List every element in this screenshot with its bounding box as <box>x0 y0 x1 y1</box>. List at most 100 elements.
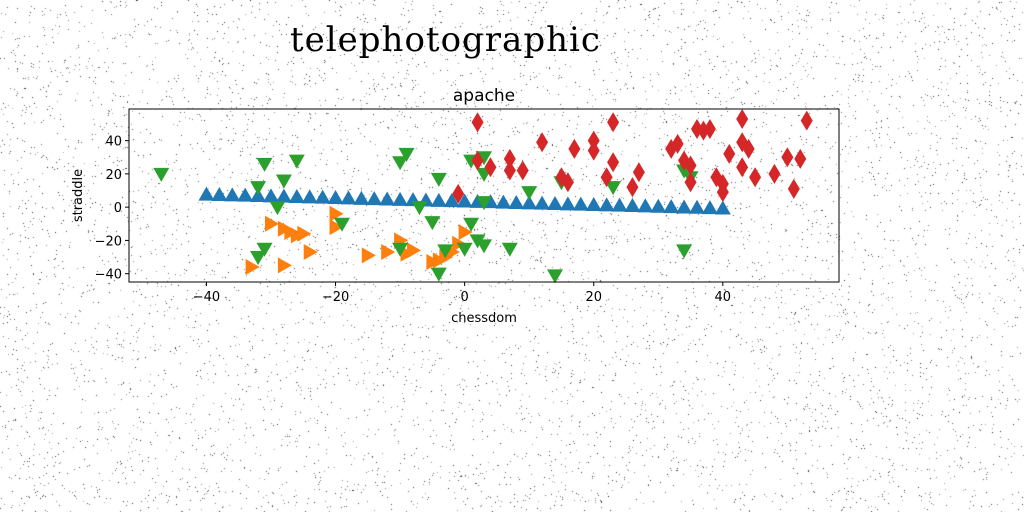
data-point <box>484 157 497 178</box>
chart-title: apache <box>453 86 515 106</box>
data-point <box>256 242 273 257</box>
data-point <box>521 186 538 201</box>
data-point <box>632 162 645 183</box>
data-point <box>275 174 292 189</box>
data-point <box>353 190 370 205</box>
data-point <box>587 130 600 151</box>
data-point <box>327 189 344 204</box>
data-point <box>471 112 484 133</box>
data-point <box>430 267 447 282</box>
data-point <box>794 148 807 169</box>
data-point <box>508 194 525 209</box>
data-point <box>398 147 415 162</box>
data-point <box>463 217 480 232</box>
data-point <box>250 181 267 196</box>
y-axis-ticks: −40 −20 0 20 40 <box>95 135 129 283</box>
x-tick-label: 0 <box>460 290 468 305</box>
data-point <box>626 177 639 198</box>
data-point <box>736 108 749 129</box>
data-point <box>392 242 409 257</box>
data-point <box>561 172 574 193</box>
data-point <box>611 197 628 212</box>
x-tick-label: −20 <box>322 290 349 305</box>
x-tick-label: −40 <box>193 290 220 305</box>
data-point <box>650 198 667 213</box>
data-point <box>432 252 447 269</box>
data-point <box>381 244 396 261</box>
data-point <box>250 251 267 266</box>
data-point <box>671 133 684 154</box>
data-point <box>736 157 749 178</box>
data-point <box>607 112 620 133</box>
data-point <box>503 160 516 181</box>
data-point <box>245 259 260 276</box>
x-tick-label: 20 <box>585 290 602 305</box>
data-point <box>495 194 512 209</box>
data-point <box>329 205 344 222</box>
data-point <box>598 197 615 212</box>
data-point <box>263 188 279 203</box>
y-tick-label: −40 <box>95 268 122 283</box>
data-point <box>361 247 376 264</box>
data-point <box>716 182 729 203</box>
data-point <box>237 187 254 202</box>
data-point <box>476 239 492 254</box>
data-point <box>198 186 215 201</box>
data-point <box>768 163 781 184</box>
data-point <box>663 199 680 214</box>
data-point <box>329 219 344 236</box>
data-point <box>340 190 357 205</box>
data-point <box>456 242 473 257</box>
data-point <box>516 160 529 181</box>
data-point <box>547 269 563 284</box>
data-point <box>392 191 409 206</box>
data-point <box>256 157 273 172</box>
data-point <box>600 167 613 188</box>
data-point <box>224 187 241 202</box>
data-point <box>437 244 454 259</box>
plot-frame <box>128 108 840 283</box>
data-point <box>536 132 549 153</box>
y-tick-label: −20 <box>95 234 122 249</box>
data-point <box>714 200 731 215</box>
data-point <box>676 199 693 214</box>
data-point <box>269 201 286 216</box>
y-tick-label: 20 <box>105 168 122 183</box>
data-point <box>392 156 409 171</box>
data-point <box>443 193 460 208</box>
data-point <box>288 188 305 203</box>
y-tick-label: 0 <box>114 201 122 216</box>
data-point <box>452 183 465 204</box>
page-heading: telephotographic <box>290 20 601 60</box>
data-point <box>624 197 641 212</box>
data-point <box>424 216 441 231</box>
data-point <box>787 178 800 199</box>
data-point <box>153 167 170 182</box>
data-point <box>689 199 705 214</box>
data-point <box>676 244 693 259</box>
data-point <box>471 150 484 171</box>
data-point <box>366 191 383 206</box>
data-point <box>265 215 279 232</box>
data-point <box>607 152 620 173</box>
data-point <box>430 192 447 207</box>
data-point <box>275 188 292 203</box>
data-point <box>277 257 292 274</box>
data-point <box>684 155 697 176</box>
x-axis-label: chessdom <box>451 311 517 326</box>
data-point <box>521 195 538 210</box>
data-point <box>211 187 228 202</box>
data-point <box>430 172 447 187</box>
data-point <box>742 138 755 159</box>
data-point <box>407 242 421 259</box>
data-point <box>585 196 602 211</box>
series-2-triangle-down <box>153 147 699 284</box>
data-point <box>800 110 813 131</box>
data-point <box>684 172 697 193</box>
data-point <box>503 148 516 169</box>
data-point <box>456 193 473 208</box>
data-point <box>703 118 716 139</box>
data-point <box>458 224 473 241</box>
plot-marks <box>153 108 813 284</box>
data-point <box>411 201 428 216</box>
